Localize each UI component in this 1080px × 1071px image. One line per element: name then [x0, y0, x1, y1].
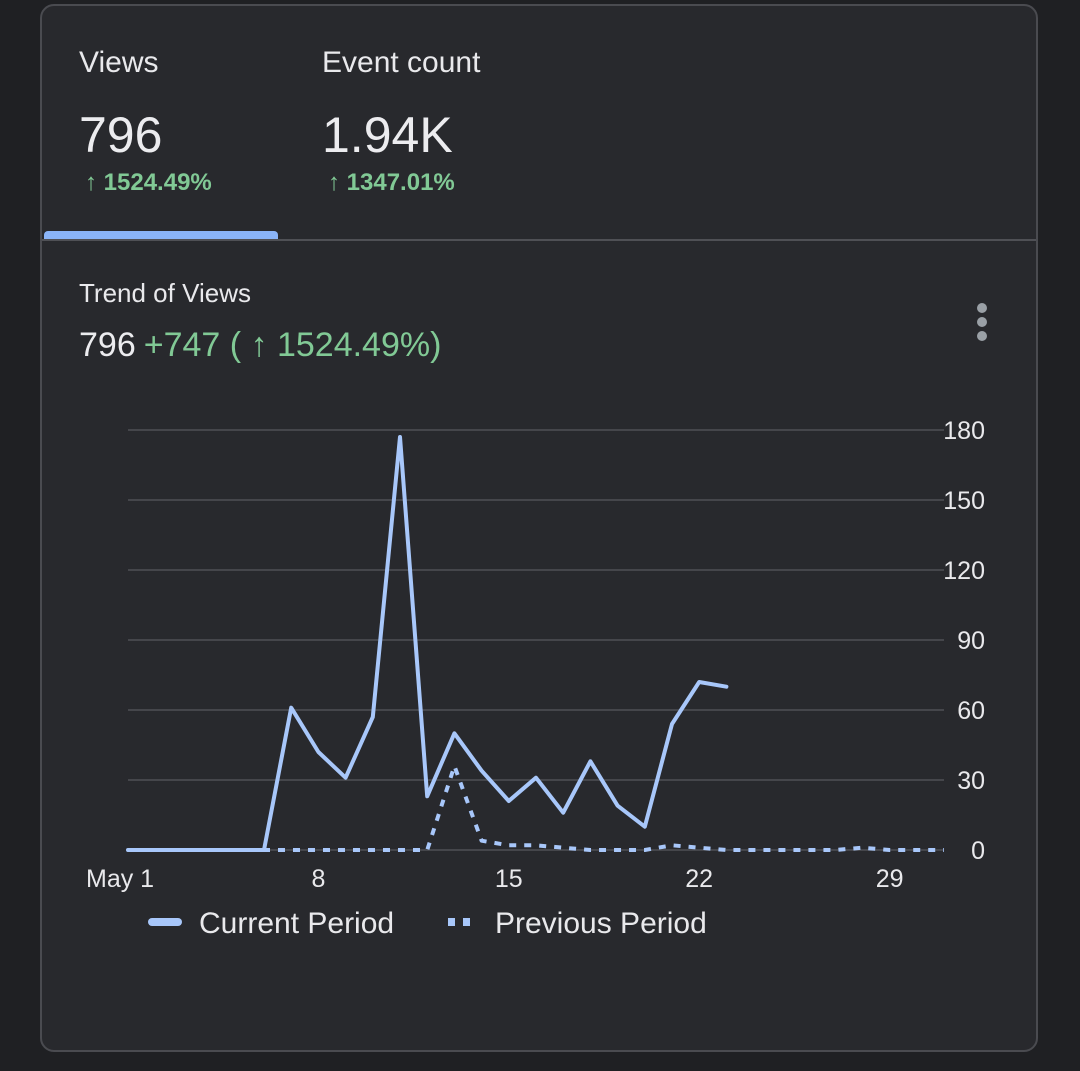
y-tick-label-0: 0: [971, 837, 985, 865]
y-tick-label-150: 150: [943, 487, 985, 515]
y-tick-label-180: 180: [943, 417, 985, 445]
x-tick-label-29: 29: [876, 865, 904, 893]
x-tick-label-1: May 1: [86, 865, 154, 893]
views-trend-chart: 0 30 60 90 120 150 180 May 1 8 15 22 29 Current Peri…: [86, 417, 985, 940]
legend-label-previous-period: Previous Period: [495, 907, 707, 940]
y-tick-label-90: 90: [957, 627, 985, 655]
y-tick-label-30: 30: [957, 767, 985, 795]
trend-title: Trend of Views: [79, 278, 251, 308]
metric-value-views: 796: [79, 107, 163, 163]
metric-title-event-count: Event count: [322, 46, 481, 79]
series-line-current-period: [126, 435, 729, 852]
more-vert-icon: [977, 303, 987, 341]
tab-event-count[interactable]: Event count 1.94K ↑ 1347.01%: [288, 6, 548, 239]
metric-title-views: Views: [79, 46, 159, 79]
metric-value-event-count: 1.94K: [322, 107, 453, 163]
views-card: Views 796 ↑ 1524.49% Event count 1.94K ↑…: [40, 4, 1038, 1052]
metric-change-event-count: ↑ 1347.01%: [328, 169, 455, 196]
y-tick-label-60: 60: [957, 697, 985, 725]
trend-delta: +747 ( ↑ 1524.49%): [143, 326, 442, 364]
x-tick-label-8: 8: [311, 865, 325, 893]
active-tab-indicator: [44, 231, 278, 239]
more-options-button[interactable]: [968, 298, 996, 346]
x-tick-label-15: 15: [495, 865, 523, 893]
metric-change-views: ↑ 1524.49%: [85, 169, 212, 196]
series-line-previous-period: [128, 764, 944, 852]
trend-summary: 796 +747 ( ↑ 1524.49%): [79, 326, 441, 365]
trend-total: 796: [79, 326, 136, 364]
tab-views[interactable]: Views 796 ↑ 1524.49%: [42, 6, 278, 239]
x-tick-label-22: 22: [685, 865, 713, 893]
y-tick-label-120: 120: [943, 557, 985, 585]
legend-label-current-period: Current Period: [199, 907, 394, 940]
metric-tabs: Views 796 ↑ 1524.49% Event count 1.94K ↑…: [42, 6, 1036, 241]
